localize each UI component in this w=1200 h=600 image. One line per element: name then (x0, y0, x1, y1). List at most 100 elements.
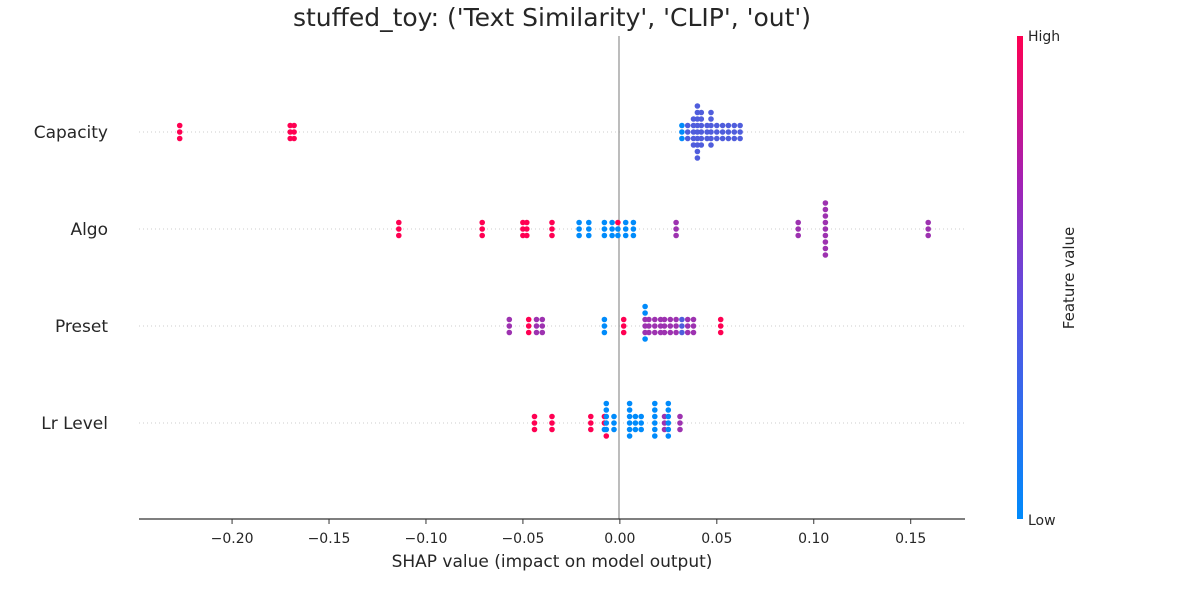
x-tick-label: 0.10 (798, 531, 829, 547)
x-tick-label: 0.05 (701, 531, 732, 547)
shap-point (795, 232, 801, 239)
shap-point (679, 323, 685, 329)
shap-point (396, 226, 402, 232)
shap-point (291, 122, 297, 129)
shap-point (626, 420, 633, 426)
shap-point (677, 426, 683, 433)
colorbar-low-label: Low (1028, 513, 1056, 529)
shap-point (822, 252, 829, 258)
shap-points (176, 103, 931, 439)
shap-point (694, 122, 701, 129)
shap-point (620, 323, 627, 329)
shap-point (661, 316, 668, 323)
shap-point (524, 232, 530, 239)
shap-point (642, 336, 648, 342)
shap-point (925, 232, 931, 239)
shap-point (717, 316, 724, 323)
shap-point (520, 219, 526, 226)
shap-point (708, 109, 714, 116)
shap-point (731, 129, 738, 135)
shap-point (731, 122, 738, 129)
shap-point (708, 129, 714, 135)
feature-label: Algo (70, 220, 108, 240)
shap-point (576, 219, 582, 226)
shap-point (725, 135, 732, 142)
shap-point (822, 206, 829, 213)
shap-point (925, 226, 931, 232)
shap-point (690, 122, 697, 129)
shap-point (795, 219, 801, 226)
shap-point (737, 129, 743, 135)
shap-point (684, 316, 691, 323)
shap-point (603, 413, 610, 420)
shap-point (601, 323, 608, 329)
shap-point (638, 426, 644, 433)
shap-point (822, 213, 829, 219)
shap-point (601, 226, 608, 232)
shap-point (626, 407, 633, 413)
shap-point (626, 433, 633, 439)
shap-point (586, 226, 592, 232)
shap-point (694, 142, 701, 148)
shap-point (549, 226, 555, 232)
x-axis-ticks: −0.20 −0.15 −0.10 −0.05 0.00 0.05 0.10 0.15 (211, 519, 926, 547)
shap-point (677, 413, 683, 420)
shap-point (642, 310, 648, 316)
shap-point (690, 316, 697, 323)
shap-point (525, 323, 532, 329)
shap-point (638, 420, 644, 426)
shap-point (524, 226, 530, 232)
shap-point (661, 329, 668, 336)
x-tick-label: −0.15 (308, 531, 351, 547)
shap-point (601, 232, 608, 239)
shap-point (291, 135, 297, 142)
x-tick-label: 0.15 (895, 531, 926, 547)
shap-point (603, 433, 610, 439)
shap-point (795, 226, 801, 232)
shap-point (525, 316, 532, 323)
shap-point (673, 232, 679, 239)
shap-point (626, 413, 633, 420)
shap-point (287, 135, 294, 142)
shap-point (626, 426, 633, 433)
shap-point (717, 329, 724, 336)
shap-point (661, 323, 668, 329)
feature-label: Lr Level (41, 414, 108, 434)
shap-point (694, 103, 701, 109)
x-tick-label: −0.20 (211, 531, 254, 547)
shap-point (708, 122, 714, 129)
shap-point (588, 426, 594, 433)
x-tick-label: 0.00 (604, 531, 635, 547)
shap-point (620, 329, 627, 336)
shap-point (479, 219, 486, 226)
shap-point (717, 323, 724, 329)
shap-point (611, 426, 617, 433)
shap-point (684, 135, 691, 142)
shap-point (632, 426, 639, 433)
shap-point (176, 129, 183, 135)
shap-point (291, 129, 297, 135)
shap-point (698, 135, 705, 142)
x-tick-label: −0.10 (405, 531, 448, 547)
shap-point (533, 316, 540, 323)
shap-point (632, 420, 639, 426)
shap-point (704, 122, 710, 129)
shap-point (667, 329, 674, 336)
shap-point (694, 109, 701, 116)
shap-point (646, 316, 652, 323)
shap-point (622, 226, 629, 232)
shap-point (925, 219, 931, 226)
shap-point (601, 316, 608, 323)
shap-point (479, 232, 486, 239)
shap-point (708, 116, 714, 122)
shap-point (822, 239, 829, 245)
feature-label: Preset (55, 317, 108, 337)
shap-point (822, 219, 829, 226)
shap-point (520, 226, 526, 232)
shap-point (690, 116, 697, 122)
shap-point (609, 226, 615, 232)
shap-point (822, 245, 829, 252)
shap-point (652, 400, 658, 407)
chart-title: stuffed_toy: ('Text Similarity', 'CLIP',… (293, 3, 811, 32)
shap-point (642, 303, 648, 310)
